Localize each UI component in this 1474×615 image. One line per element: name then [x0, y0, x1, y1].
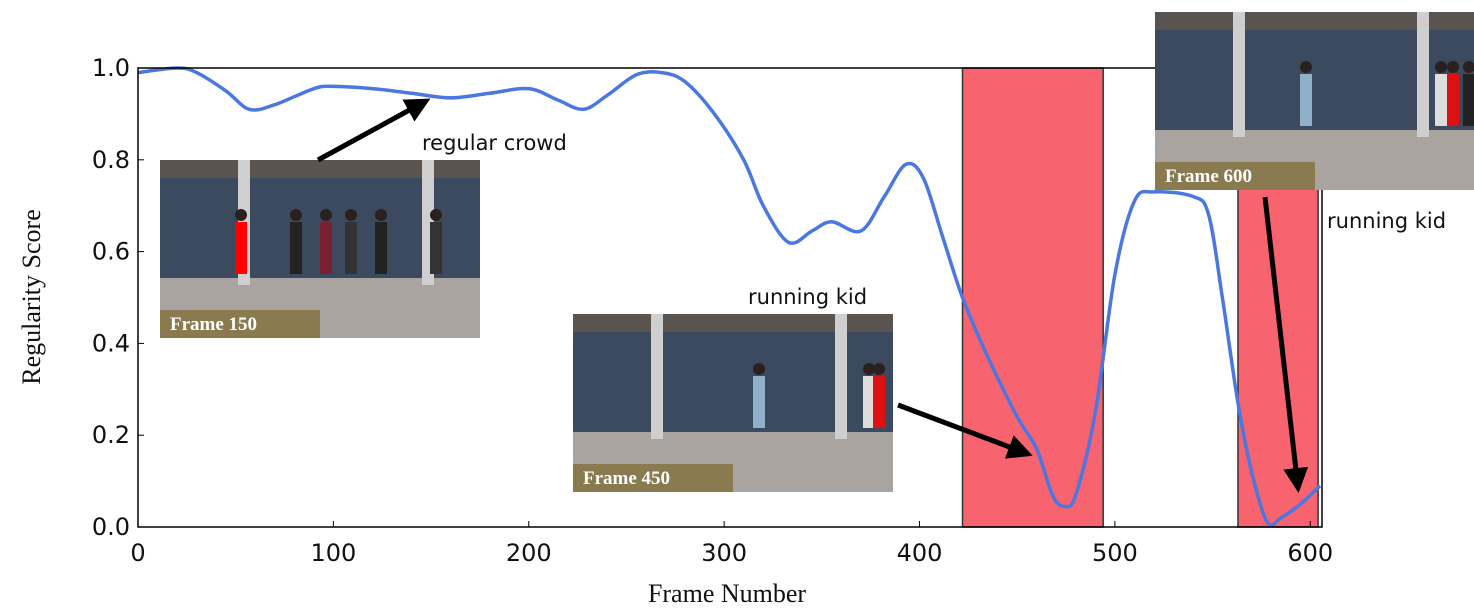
- photo-person: [375, 222, 387, 274]
- x-tick-label: 200: [506, 539, 552, 567]
- photo-pillar: [651, 314, 663, 439]
- inset-image: Frame 150: [160, 160, 480, 338]
- x-tick-label: 500: [1092, 539, 1138, 567]
- photo-head: [375, 209, 387, 221]
- photo-person: [1463, 74, 1474, 126]
- y-tick-label: 0.8: [92, 146, 130, 174]
- photo-head: [753, 363, 765, 375]
- photo-head: [873, 363, 885, 375]
- photo-head: [1447, 61, 1459, 73]
- y-tick-label: 1.0: [92, 54, 130, 82]
- photo-person: [1435, 74, 1447, 126]
- photo-head: [290, 209, 302, 221]
- photo-head: [235, 209, 247, 221]
- x-tick-label: 600: [1287, 539, 1333, 567]
- x-tick-label: 100: [310, 539, 356, 567]
- x-axis-title: Frame Number: [648, 579, 806, 608]
- frame-label: Frame 600: [1165, 166, 1252, 187]
- photo-pillar: [1233, 12, 1245, 137]
- photo-person: [235, 222, 247, 274]
- photo-head: [345, 209, 357, 221]
- y-tick-label: 0.4: [92, 329, 130, 357]
- frame-label: Frame 150: [170, 314, 257, 335]
- highlight-region: [963, 68, 1104, 527]
- photo-person: [320, 222, 332, 274]
- y-tick-label: 0.6: [92, 238, 130, 266]
- annotation: running kid: [1327, 209, 1446, 233]
- chart: 0.0 0.2 0.4 0.6 0.8 1.0 0 100 200 300 400 500 600 Fr…: [0, 0, 1474, 615]
- photo-person: [345, 222, 357, 274]
- photo-head: [320, 209, 332, 221]
- photo-person: [290, 222, 302, 274]
- y-axis-title: Regularity Score: [17, 209, 46, 384]
- photo-head: [430, 209, 442, 221]
- photo-person: [1300, 74, 1312, 126]
- inset-image: Frame 450: [573, 314, 893, 492]
- inset-image: Frame 600: [1155, 12, 1474, 190]
- frame-label: Frame 450: [583, 468, 670, 489]
- annotation: running kid: [748, 285, 867, 309]
- photo-head: [1300, 61, 1312, 73]
- photo-pillar: [1417, 12, 1429, 137]
- photo-person: [430, 222, 442, 274]
- photo-pillar: [835, 314, 847, 439]
- y-tick-label: 0.2: [92, 421, 130, 449]
- y-tick-label: 0.0: [92, 513, 130, 541]
- photo-person: [873, 376, 885, 428]
- photo-person: [753, 376, 765, 428]
- annotation-arrow: [318, 101, 426, 160]
- annotation: regular crowd: [422, 131, 567, 155]
- x-tick-label: 0: [130, 539, 145, 567]
- x-tick-label: 300: [701, 539, 747, 567]
- x-tick-label: 400: [897, 539, 943, 567]
- photo-person: [1447, 74, 1459, 126]
- photo-head: [1435, 61, 1447, 73]
